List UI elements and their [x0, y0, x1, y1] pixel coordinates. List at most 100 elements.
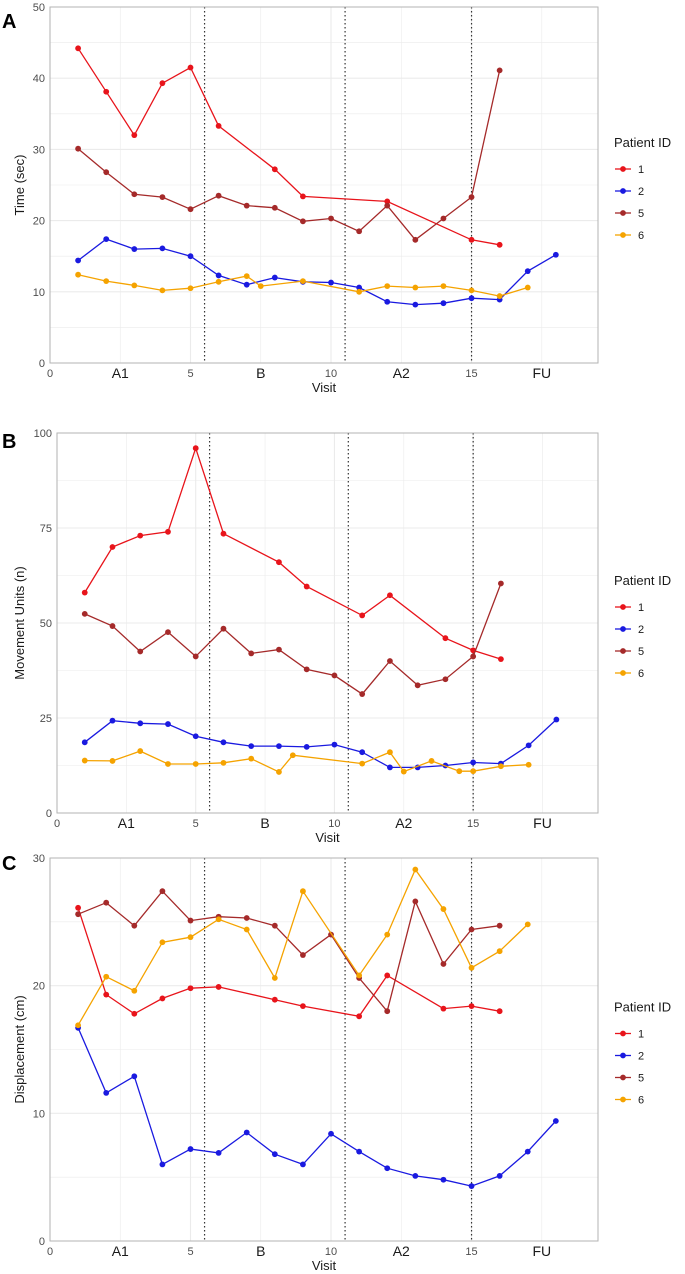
panel-a-series-2-point [524, 268, 531, 275]
panel-b-series-2-point [192, 733, 199, 740]
panel-c-series-5-point [271, 922, 278, 929]
panel-b-series-1-point [109, 544, 116, 550]
panel-a-series-6-line [77, 274, 528, 297]
panel-c-phase-label: FU [532, 1243, 551, 1259]
panel-b-series-2-point [553, 716, 560, 723]
panel-a-series-5-point [384, 202, 391, 209]
panel-b-y-axis-title: Movement Units (n) [12, 566, 27, 679]
panel-a-series-6-point [215, 278, 222, 285]
panel-a-y-tick-label: 10 [33, 287, 45, 299]
panel-a-series-1-point [131, 132, 138, 139]
panel-b-series-6-point [428, 758, 435, 764]
panel-b-series-2-line [84, 719, 557, 769]
panel-a-series-1-point [187, 64, 194, 71]
panel-a-legend-title: Patient ID [614, 135, 671, 150]
panel-c-series-6-point [159, 939, 166, 946]
panel-b-legend-label: 2 [638, 624, 644, 636]
panel-a-phase-label: A1 [112, 365, 129, 381]
panel-b-series-6-point [400, 768, 407, 775]
panel-b-series-5-point [81, 610, 88, 617]
panel-a-y-tick-label: 50 [33, 2, 45, 14]
panel-b-x-tick-label: 15 [467, 818, 479, 830]
panel-b-series-2-point [387, 764, 393, 771]
panel-c-y-axis-title: Displacement (cm) [12, 995, 27, 1103]
panel-a-series-6-point [524, 284, 531, 291]
panel-c-series-6-point [468, 964, 475, 971]
panel-c-series-6-point [412, 866, 419, 873]
panel-a-phase-label: A2 [393, 365, 410, 381]
panel-a-series-5-point [356, 228, 363, 235]
panel-c-series-5-point [187, 917, 194, 924]
panel-a-series-5-line [77, 70, 501, 241]
panel-c-series-5-point [103, 899, 110, 906]
panel-c-series-5-point [468, 926, 475, 933]
panel-b-series-6-point [165, 761, 171, 767]
panel-c-series-2-point [440, 1176, 447, 1183]
panel-a-series-6-point [440, 283, 447, 290]
panel-a-series-2-point [159, 245, 166, 252]
panel-b-series-6-point [497, 763, 504, 770]
panel-c-series-1-point [300, 1003, 306, 1009]
panel-c-phase-label: A1 [112, 1243, 129, 1259]
panel-c-x-axis-title: Visit [312, 1258, 337, 1273]
panel-b-series-2-point [165, 721, 171, 727]
panel-b-series-6-point [220, 759, 227, 766]
panel-c-legend: Patient ID 1 2 5 6 [614, 1000, 671, 1107]
panel-c-series-5-point [440, 961, 447, 967]
panel-a-series-5-point [271, 204, 278, 211]
panel-b-x-tick-label: 0 [54, 818, 60, 830]
panel-b-series-1-point [387, 592, 393, 599]
panel-a-series-5-point [159, 194, 166, 201]
panel-a-series-1-point [496, 241, 503, 248]
panel-c-series-2-point [328, 1130, 334, 1137]
panel-a-x-tick-label: 10 [325, 368, 337, 380]
panel-c-series-6-point [300, 888, 306, 895]
panel-c-legend-title: Patient ID [614, 1000, 671, 1015]
panel-c-series-2-point [300, 1161, 306, 1168]
panel-a-legend-label: 1 [638, 164, 644, 176]
panel-c-y-tick-label: 30 [33, 853, 45, 865]
panel-a-x-axis-title: Visit [312, 380, 337, 395]
panel-b-series-6-point [387, 749, 393, 756]
panel-b-legend-label: 5 [638, 646, 644, 658]
panel-b-phase-label: A1 [118, 815, 135, 831]
panel-a-series-2-point [552, 251, 559, 258]
panel-b-series-5-point [331, 672, 338, 679]
panel-c-series-1-point [75, 904, 82, 911]
panel-b-series-6-point [525, 761, 532, 768]
panel-b-series-2-point [359, 749, 366, 756]
panel-a-series-5-point [300, 218, 306, 225]
panel-b-series-2-point [137, 720, 144, 727]
panel-b-y-tick-label: 25 [40, 713, 52, 725]
panel-a-series-1-point [75, 45, 82, 52]
panel-b-legend-label: 6 [638, 668, 644, 680]
panel-b-x-tick-label: 10 [328, 818, 340, 830]
panel-a-series-6-point [187, 285, 194, 292]
panel-b-phase-label: A2 [395, 815, 412, 831]
panel-b-series-5-point [276, 646, 282, 653]
panel-b-legend-label: 1 [638, 602, 644, 614]
panel-a-series-6-point [496, 293, 503, 299]
panel-a-series-1-point [384, 198, 391, 205]
panel-c-series-6-point [75, 1022, 82, 1029]
panel-b-phase-label: B [260, 815, 269, 831]
panel-b-series-1-point [81, 589, 88, 596]
panel-a-x-tick-label: 15 [465, 368, 477, 380]
panel-c-series-6-point [524, 921, 531, 928]
panel-c-series-6-point [496, 948, 503, 955]
panel-c-series-2-point [243, 1129, 250, 1136]
panel-c-series-5-point [300, 952, 306, 958]
panel-b-series-1-point [276, 559, 282, 566]
panel-a-series-5-point [440, 215, 447, 222]
panel-b-series-6-point [289, 752, 296, 759]
panel-a-series-5-point [468, 194, 475, 201]
panel-a-series-5-point [412, 236, 419, 243]
panel-c-series-6-point [356, 972, 363, 979]
panel-b-series-2-point [81, 739, 88, 746]
panel-b-series-2-point [331, 741, 338, 748]
panel-b-legend-key-point [620, 626, 626, 632]
panel-c-legend-label: 6 [638, 1095, 644, 1107]
panel-a-legend: Patient ID 1 2 5 6 [614, 135, 671, 242]
panel-b-series-6-point [470, 768, 477, 775]
